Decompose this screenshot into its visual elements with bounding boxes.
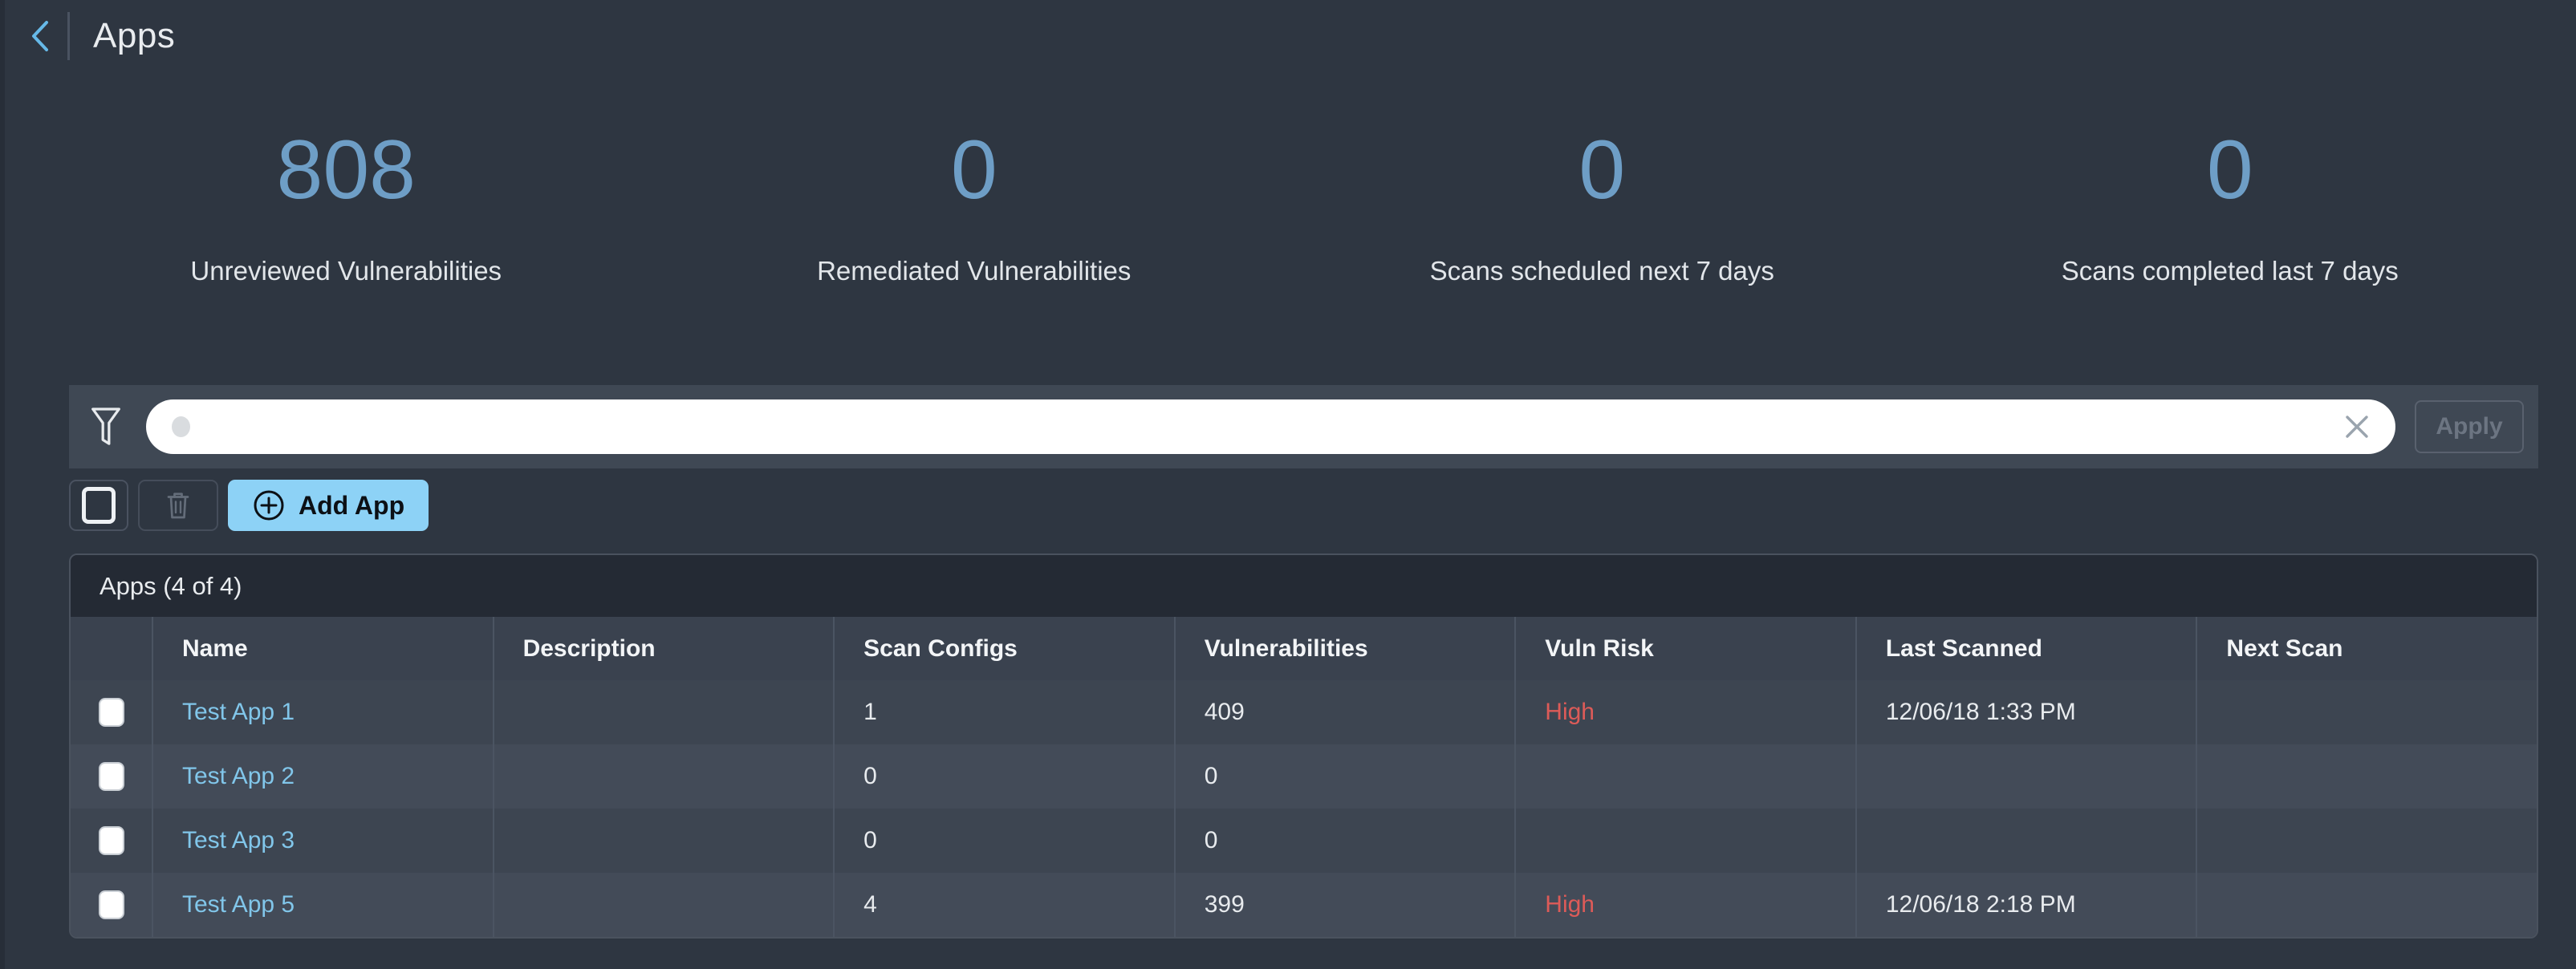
cell-last_scanned: 12/06/18 2:18 PM <box>1855 873 2196 937</box>
cell-vuln_risk <box>1514 744 1855 809</box>
select-all-checkbox <box>82 487 116 524</box>
select-all-button[interactable] <box>69 480 128 531</box>
cell-name: Test App 3 <box>152 809 493 873</box>
cell-next_scan <box>2196 809 2537 873</box>
cell-vuln_risk: High <box>1514 680 1855 744</box>
row-checkbox[interactable] <box>98 698 124 727</box>
cell-description <box>492 744 834 809</box>
column-header-last_scanned[interactable]: Last Scanned <box>1855 617 2196 680</box>
column-header-vuln_risk[interactable]: Vuln Risk <box>1514 617 1855 680</box>
cell-last_scanned: 12/06/18 1:33 PM <box>1855 680 2196 744</box>
window-edge-strip <box>0 0 5 969</box>
row-checkbox-cell <box>71 680 152 744</box>
stat-label: Remediated Vulnerabilities <box>817 256 1132 286</box>
column-header-scan_configs[interactable]: Scan Configs <box>833 617 1174 680</box>
topbar-divider <box>67 12 70 60</box>
row-checkbox[interactable] <box>98 762 124 791</box>
row-checkbox[interactable] <box>98 826 124 855</box>
cell-last_scanned <box>1855 809 2196 873</box>
column-header-next_scan[interactable]: Next Scan <box>2196 617 2537 680</box>
cell-description <box>492 873 834 937</box>
stat-scans-scheduled: 0 Scans scheduled next 7 days <box>1288 124 1916 286</box>
column-header-name[interactable]: Name <box>152 617 493 680</box>
apps-table: Apps (4 of 4) Name Description Scan Config… <box>69 553 2538 939</box>
table-title: Apps (4 of 4) <box>71 555 2537 617</box>
header-checkbox-spacer <box>71 617 152 680</box>
filter-bar: Apply <box>69 385 2538 468</box>
stat-unreviewed-vulnerabilities: 808 Unreviewed Vulnerabilities <box>32 124 660 286</box>
cell-scan_configs: 0 <box>833 809 1174 873</box>
cell-last_scanned <box>1855 744 2196 809</box>
row-checkbox[interactable] <box>98 890 124 919</box>
clear-filter-button[interactable] <box>2339 409 2375 444</box>
back-button[interactable] <box>22 14 58 58</box>
stat-label: Scans scheduled next 7 days <box>1429 256 1774 286</box>
stat-value: 0 <box>950 124 997 217</box>
cell-scan_configs: 0 <box>833 744 1174 809</box>
cell-name: Test App 2 <box>152 744 493 809</box>
app-link[interactable]: Test App 3 <box>182 827 295 853</box>
app-link[interactable]: Test App 1 <box>182 699 295 725</box>
add-app-label: Add App <box>299 490 405 520</box>
stat-value: 0 <box>2206 124 2253 217</box>
table-row: Test App 5 4 399 High 12/06/18 2:18 PM <box>71 873 2537 937</box>
toolbar: Add App <box>69 480 429 531</box>
apply-button[interactable]: Apply <box>2415 400 2524 453</box>
table-header-row: Name Description Scan Configs Vulnerabiliti… <box>71 617 2537 680</box>
cell-vuln_risk <box>1514 809 1855 873</box>
cell-name: Test App 1 <box>152 680 493 744</box>
table-row: Test App 1 1 409 High 12/06/18 1:33 PM <box>71 680 2537 744</box>
stat-value: 808 <box>276 124 416 217</box>
cell-vulnerabilities: 0 <box>1173 809 1515 873</box>
cell-name: Test App 5 <box>152 873 493 937</box>
filter-input-pill <box>146 399 2395 454</box>
cell-vulnerabilities: 0 <box>1173 744 1515 809</box>
chevron-left-icon <box>30 19 51 53</box>
plus-circle-icon <box>252 489 286 522</box>
stat-remediated-vulnerabilities: 0 Remediated Vulnerabilities <box>660 124 1289 286</box>
app-link[interactable]: Test App 2 <box>182 763 295 789</box>
cell-next_scan <box>2196 744 2537 809</box>
stat-label: Scans completed last 7 days <box>2061 256 2399 286</box>
stat-scans-completed: 0 Scans completed last 7 days <box>1916 124 2545 286</box>
page-title: Apps <box>93 16 176 55</box>
row-checkbox-cell <box>71 873 152 937</box>
row-checkbox-cell <box>71 744 152 809</box>
cell-vulnerabilities: 409 <box>1173 680 1515 744</box>
cell-description <box>492 680 834 744</box>
stat-value: 0 <box>1579 124 1626 217</box>
app-link[interactable]: Test App 5 <box>182 891 295 918</box>
column-header-description[interactable]: Description <box>492 617 834 680</box>
top-bar: Apps <box>0 0 2576 71</box>
filter-dot <box>172 416 190 437</box>
funnel-icon <box>85 403 127 451</box>
stat-label: Unreviewed Vulnerabilities <box>190 256 502 286</box>
cell-scan_configs: 1 <box>833 680 1174 744</box>
delete-button[interactable] <box>138 480 218 531</box>
add-app-button[interactable]: Add App <box>228 480 429 531</box>
x-icon <box>2343 413 2371 440</box>
trash-icon <box>164 489 193 521</box>
cell-vulnerabilities: 399 <box>1173 873 1515 937</box>
column-header-vulnerabilities[interactable]: Vulnerabilities <box>1173 617 1515 680</box>
cell-next_scan <box>2196 873 2537 937</box>
stats-row: 808 Unreviewed Vulnerabilities 0 Remedia… <box>32 124 2545 286</box>
table-body: Test App 1 1 409 High 12/06/18 1:33 PM Test A… <box>71 680 2537 937</box>
cell-next_scan <box>2196 680 2537 744</box>
cell-vuln_risk: High <box>1514 873 1855 937</box>
cell-description <box>492 809 834 873</box>
cell-scan_configs: 4 <box>833 873 1174 937</box>
row-checkbox-cell <box>71 809 152 873</box>
filter-input[interactable] <box>205 413 2339 440</box>
